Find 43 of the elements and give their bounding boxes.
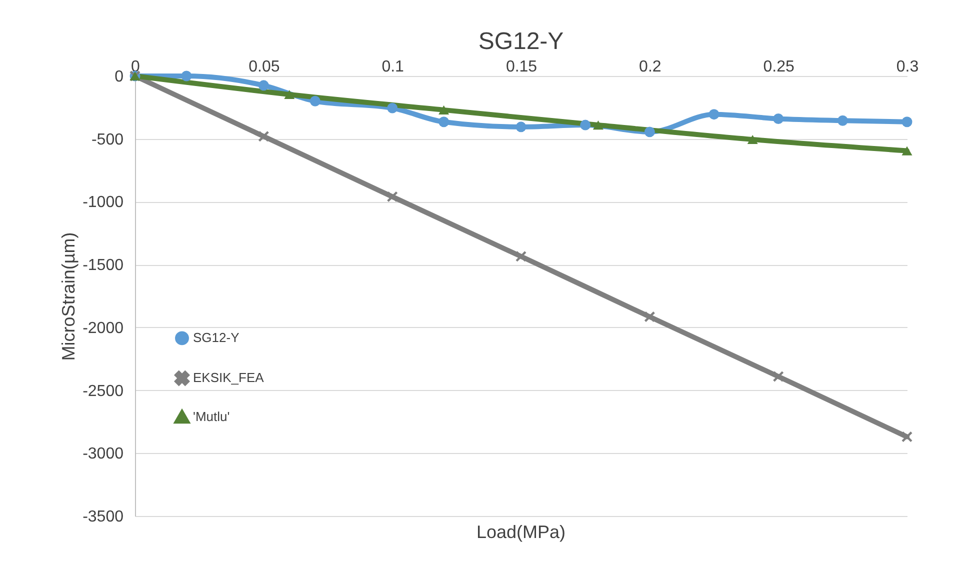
x-tick-label: 0.15 <box>506 58 538 76</box>
legend-label: SG12-Y <box>193 330 240 346</box>
x-tick-label: 0.05 <box>248 58 280 76</box>
chart-title: SG12-Y <box>478 28 564 55</box>
point <box>284 90 295 100</box>
point <box>644 126 655 138</box>
y-tick-label: -3000 <box>82 446 124 463</box>
point <box>708 109 720 120</box>
point <box>837 115 848 126</box>
point <box>438 116 450 128</box>
point <box>747 134 758 144</box>
point <box>387 102 398 114</box>
y-tick-label: -1500 <box>82 257 124 274</box>
point <box>580 120 591 130</box>
point <box>902 146 912 156</box>
point <box>258 80 269 91</box>
y-tick-label: -1000 <box>82 194 124 212</box>
point <box>902 116 912 128</box>
x-tick-label: 0.2 <box>639 58 662 76</box>
point <box>773 371 784 382</box>
point <box>438 105 450 114</box>
y-tick-label: -3500 <box>82 508 124 526</box>
point <box>902 432 912 442</box>
point <box>181 70 192 82</box>
point <box>516 122 526 132</box>
legend-label: 'Mutlu' <box>193 409 230 424</box>
point <box>592 120 604 130</box>
y-axis-title: MicroStrain(µm) <box>58 232 79 361</box>
point <box>258 131 269 142</box>
point <box>773 114 784 124</box>
point <box>644 312 655 322</box>
x-tick-label: 0 <box>131 58 140 76</box>
y-tick-label: -2000 <box>82 320 124 337</box>
x-tick-label: 0.1 <box>382 58 404 76</box>
legend-label: EKSIK_FEA <box>193 370 264 386</box>
y-tick-label: -2500 <box>82 382 124 400</box>
x-tick-label: 0.25 <box>763 58 795 76</box>
y-tick-label: -500 <box>91 131 124 148</box>
x-axis-title: Load(MPa) <box>476 522 566 542</box>
point <box>516 251 526 262</box>
point <box>387 191 398 202</box>
x-tick-label: 0.3 <box>896 58 919 76</box>
point <box>310 96 320 106</box>
